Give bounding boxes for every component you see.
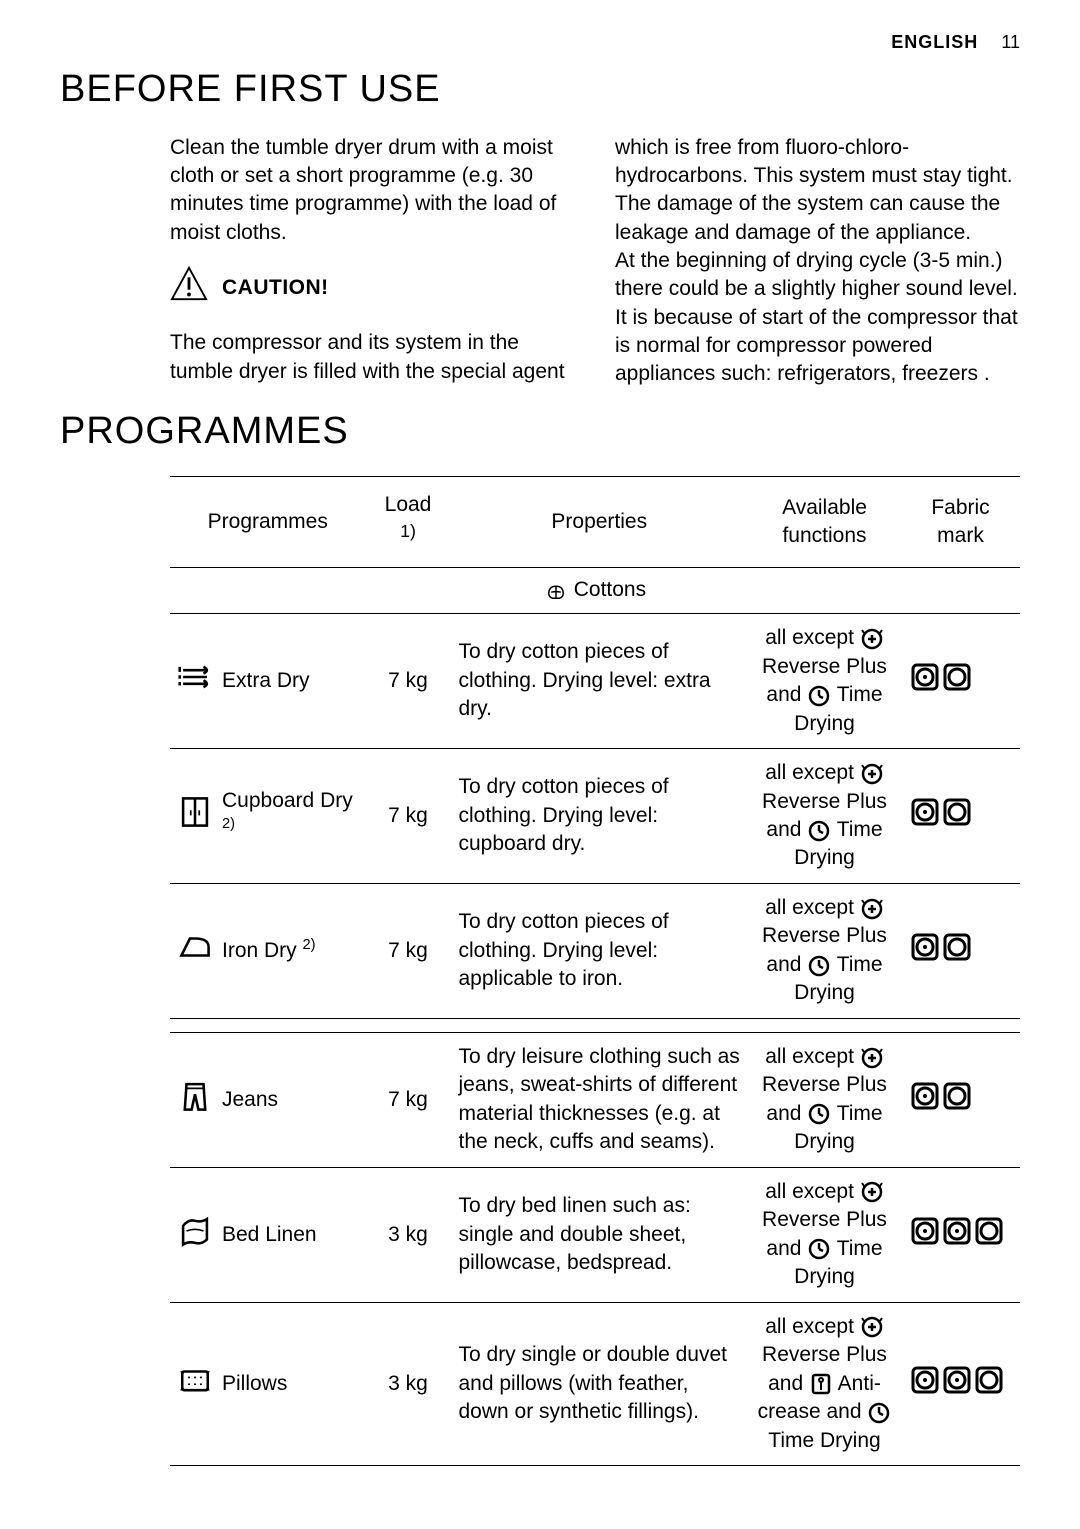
programme-name: Iron Dry 2) xyxy=(222,936,316,965)
page-number: 11 xyxy=(1001,32,1020,52)
table-row: Bed Linen 3 kgTo dry bed linen such as: s… xyxy=(170,1167,1020,1302)
reverse-plus-icon xyxy=(860,1313,884,1341)
cell-programme: Iron Dry 2) xyxy=(170,883,366,1018)
dot0-icon xyxy=(941,945,973,968)
time-icon xyxy=(807,1100,831,1128)
th-properties: Properties xyxy=(451,476,749,568)
spacer-row xyxy=(170,1018,1020,1032)
cell-fabric xyxy=(901,1032,1020,1167)
cell-load: 3 kg xyxy=(366,1302,451,1466)
cell-properties: To dry single or double duvet and pillow… xyxy=(451,1302,749,1466)
th-load: Load 1) xyxy=(366,476,451,568)
category-label: Cottons xyxy=(574,578,646,601)
reverse-plus-icon xyxy=(860,894,884,922)
th-programmes: Programmes xyxy=(170,476,366,568)
table-row: Iron Dry 2) 7 kgTo dry cotton pieces of c… xyxy=(170,883,1020,1018)
cell-programme: Cupboard Dry 2) xyxy=(170,748,366,883)
pillows-icon xyxy=(178,1363,212,1405)
cell-load: 7 kg xyxy=(366,748,451,883)
bfu-para1: Clean the tumble dryer drum with a moist… xyxy=(170,134,575,247)
table-header-row: Programmes Load 1) Properties Available … xyxy=(170,476,1020,568)
time-icon xyxy=(807,1235,831,1263)
cupboard-icon xyxy=(178,795,212,837)
cell-fabric xyxy=(901,1302,1020,1466)
programme-name: Jeans xyxy=(222,1086,278,1114)
cell-functions: all except Reverse Plus and Anti-crease … xyxy=(748,1302,901,1466)
time-icon xyxy=(807,681,831,709)
cell-functions: all except Reverse Plus and Time Drying xyxy=(748,1167,901,1302)
dot1-icon xyxy=(909,810,941,833)
reverse-plus-icon xyxy=(860,759,884,787)
anticrease-icon xyxy=(809,1370,833,1398)
before-first-use-body: Clean the tumble dryer drum with a moist… xyxy=(170,134,1020,397)
section-title-programmes: PROGRAMMES xyxy=(60,406,1020,457)
cell-programme: Extra Dry xyxy=(170,613,366,748)
th-fabric: Fabric mark xyxy=(901,476,1020,568)
cell-programme: Pillows xyxy=(170,1302,366,1466)
reverse-plus-icon xyxy=(860,624,884,652)
th-functions: Available functions xyxy=(748,476,901,568)
cell-functions: all except Reverse Plus and Time Drying xyxy=(748,883,901,1018)
reverse-plus-icon xyxy=(860,1178,884,1206)
cell-load: 7 kg xyxy=(366,1032,451,1167)
dot1-icon xyxy=(909,945,941,968)
iron-icon xyxy=(178,930,212,972)
cell-functions: all except Reverse Plus and Time Drying xyxy=(748,748,901,883)
dot0-icon xyxy=(973,1229,1005,1252)
dot0-icon xyxy=(973,1378,1005,1401)
dot0-icon xyxy=(941,810,973,833)
programme-name: Bed Linen xyxy=(222,1221,317,1249)
dot1b-icon xyxy=(941,1229,973,1252)
time-icon xyxy=(807,816,831,844)
caution-icon xyxy=(170,265,208,311)
cell-load: 7 kg xyxy=(366,613,451,748)
programme-name: Cupboard Dry 2) xyxy=(222,787,358,845)
cell-properties: To dry leisure clothing such as jeans, s… xyxy=(451,1032,749,1167)
cell-functions: all except Reverse Plus and Time Drying xyxy=(748,613,901,748)
cell-fabric xyxy=(901,748,1020,883)
reverse-plus-icon xyxy=(860,1043,884,1071)
section-title-before-first-use: BEFORE FIRST USE xyxy=(60,64,1020,115)
dot0-icon xyxy=(941,1094,973,1117)
extra-dry-icon xyxy=(178,660,212,702)
cell-fabric xyxy=(901,613,1020,748)
cell-load: 7 kg xyxy=(366,883,451,1018)
programme-name: Extra Dry xyxy=(222,667,310,695)
dot1-icon xyxy=(909,1094,941,1117)
cell-programme: Bed Linen xyxy=(170,1167,366,1302)
category-row: Cottons xyxy=(170,568,1020,614)
dot1-icon xyxy=(909,675,941,698)
cottons-icon xyxy=(544,577,568,605)
page-header: ENGLISH 11 xyxy=(60,30,1020,54)
cell-load: 3 kg xyxy=(366,1167,451,1302)
programmes-table: Programmes Load 1) Properties Available … xyxy=(170,476,1020,1467)
language-label: ENGLISH xyxy=(891,32,978,52)
cell-fabric xyxy=(901,1167,1020,1302)
cell-properties: To dry cotton pieces of clothing. Drying… xyxy=(451,613,749,748)
dot1-icon xyxy=(909,1229,941,1252)
cell-properties: To dry cotton pieces of clothing. Drying… xyxy=(451,883,749,1018)
time-icon xyxy=(867,1399,891,1427)
jeans-icon xyxy=(178,1079,212,1121)
bedlinen-icon xyxy=(178,1214,212,1256)
dot0-icon xyxy=(941,675,973,698)
cell-properties: To dry bed linen such as: single and dou… xyxy=(451,1167,749,1302)
dot1b-icon xyxy=(941,1378,973,1401)
cell-programme: Jeans xyxy=(170,1032,366,1167)
table-row: Cupboard Dry 2)7 kgTo dry cotton pieces … xyxy=(170,748,1020,883)
caution-label: CAUTION! xyxy=(222,274,329,302)
caution-block: CAUTION! xyxy=(170,265,575,311)
table-row: Extra Dry 7 kgTo dry cotton pieces of clo… xyxy=(170,613,1020,748)
cell-properties: To dry cotton pieces of clothing. Drying… xyxy=(451,748,749,883)
dot1-icon xyxy=(909,1378,941,1401)
time-icon xyxy=(807,951,831,979)
programme-name: Pillows xyxy=(222,1370,287,1398)
cell-fabric xyxy=(901,883,1020,1018)
cell-functions: all except Reverse Plus and Time Drying xyxy=(748,1032,901,1167)
table-row: Jeans 7 kgTo dry leisure clothing such as… xyxy=(170,1032,1020,1167)
table-row: Pillows 3 kgTo dry single or double duvet… xyxy=(170,1302,1020,1466)
